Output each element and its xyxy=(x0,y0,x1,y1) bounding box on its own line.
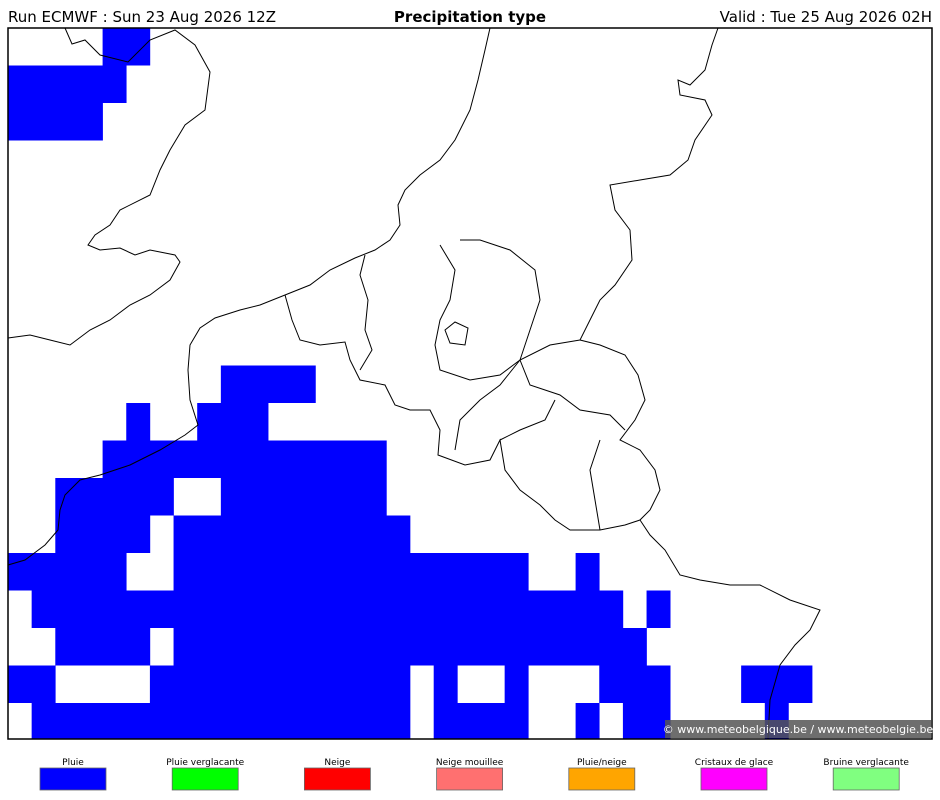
copyright-bg xyxy=(665,720,931,738)
rain-cell xyxy=(173,515,411,553)
rain-cell xyxy=(126,403,151,441)
run-label: Run ECMWF : Sun 23 Aug 2026 12Z xyxy=(8,8,276,26)
rain-cell xyxy=(433,665,458,703)
rain-cell xyxy=(646,590,671,628)
legend-label: Neige mouillee xyxy=(436,758,504,768)
rain-cell xyxy=(8,553,127,591)
legend-swatch xyxy=(568,767,636,791)
legend-swatch xyxy=(436,767,504,791)
legend-swatch xyxy=(303,767,371,791)
legend-label: Cristaux de glace xyxy=(695,758,774,768)
legend-swatch xyxy=(700,767,768,791)
legend-swatch xyxy=(171,767,239,791)
rain-cell xyxy=(504,665,529,703)
rain-cell xyxy=(220,478,387,516)
rain-cell xyxy=(8,665,56,703)
valid-label: Valid : Tue 25 Aug 2026 02H xyxy=(720,8,932,26)
rain-cell xyxy=(31,590,624,628)
rain-cell xyxy=(433,703,529,739)
copyright: © www.meteobelgique.be / www.meteobelgie… xyxy=(663,723,934,736)
rain-cell xyxy=(102,28,151,66)
legend: Pluie Pluie verglacante Neige Neige mouille… xyxy=(39,758,909,791)
rain-cell xyxy=(575,703,600,739)
rain-cell xyxy=(102,440,387,478)
rain-cell xyxy=(55,628,151,666)
legend-label: Neige xyxy=(324,758,350,768)
legend-label: Pluie xyxy=(62,758,84,768)
legend-label: Pluie/neige xyxy=(577,758,627,768)
rain-cell xyxy=(31,703,411,739)
rain-cell xyxy=(599,665,671,703)
rain-cell xyxy=(575,553,600,591)
legend-label: Bruine verglacante xyxy=(823,758,909,768)
rain-cell xyxy=(220,365,316,403)
rain-cell xyxy=(173,553,529,591)
rain-cell xyxy=(622,703,671,739)
map-frame xyxy=(7,27,933,740)
legend-label: Pluie verglacante xyxy=(166,758,244,768)
rain-cell xyxy=(197,403,269,441)
coastlines xyxy=(7,27,821,740)
rain-cell xyxy=(8,103,103,141)
rain-cell xyxy=(55,515,151,553)
rain-cell xyxy=(55,478,174,516)
rain-cell xyxy=(149,665,411,703)
rain-cell xyxy=(741,665,813,703)
legend-swatch xyxy=(39,767,107,791)
title: Precipitation type xyxy=(394,8,546,26)
legend-swatch xyxy=(832,767,900,791)
rain-cell xyxy=(8,65,127,103)
rain-cell xyxy=(173,628,647,666)
